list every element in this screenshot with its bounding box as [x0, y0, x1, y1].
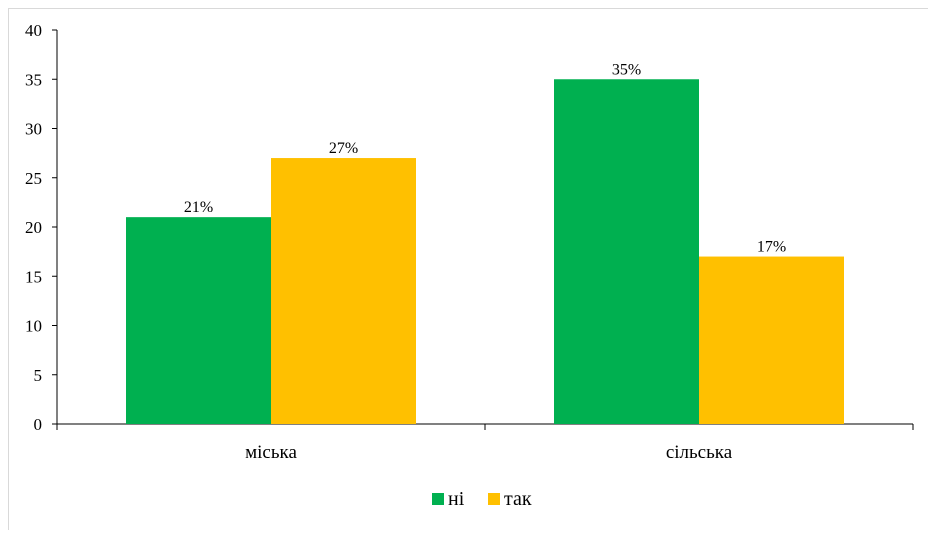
y-tick-label: 10	[25, 317, 42, 336]
y-axis: 0 5 10 15 20 25 30 35 40	[25, 21, 58, 434]
data-label: 21%	[184, 199, 213, 216]
y-tick-label: 5	[34, 366, 43, 385]
bars	[126, 79, 844, 425]
y-tick-label: 15	[25, 267, 42, 286]
legend: ні так	[432, 488, 532, 510]
y-tick-label: 20	[25, 218, 42, 237]
x-category-label: міська	[245, 442, 297, 463]
legend-label: так	[504, 488, 532, 510]
y-tick-label: 0	[34, 415, 43, 434]
legend-swatch	[432, 493, 444, 505]
legend-label: ні	[448, 488, 465, 510]
bar-ni-silska	[554, 79, 699, 424]
chart-frame	[8, 8, 928, 530]
legend-swatch	[488, 493, 500, 505]
data-labels: 21% 27% 35% 17%	[184, 61, 786, 255]
bar-ni-miska	[126, 217, 271, 424]
data-label: 17%	[757, 239, 786, 256]
y-tick-label: 40	[25, 21, 42, 40]
y-tick-label: 30	[25, 120, 42, 139]
bar-tak-silska	[699, 256, 844, 424]
data-label: 27%	[329, 140, 358, 157]
data-label: 35%	[612, 61, 641, 78]
x-axis: міська сільська	[56, 423, 914, 463]
y-tick-label: 25	[25, 169, 42, 188]
x-category-label: сільська	[666, 442, 733, 463]
y-tick-label: 35	[25, 70, 42, 89]
bar-tak-miska	[271, 158, 416, 425]
